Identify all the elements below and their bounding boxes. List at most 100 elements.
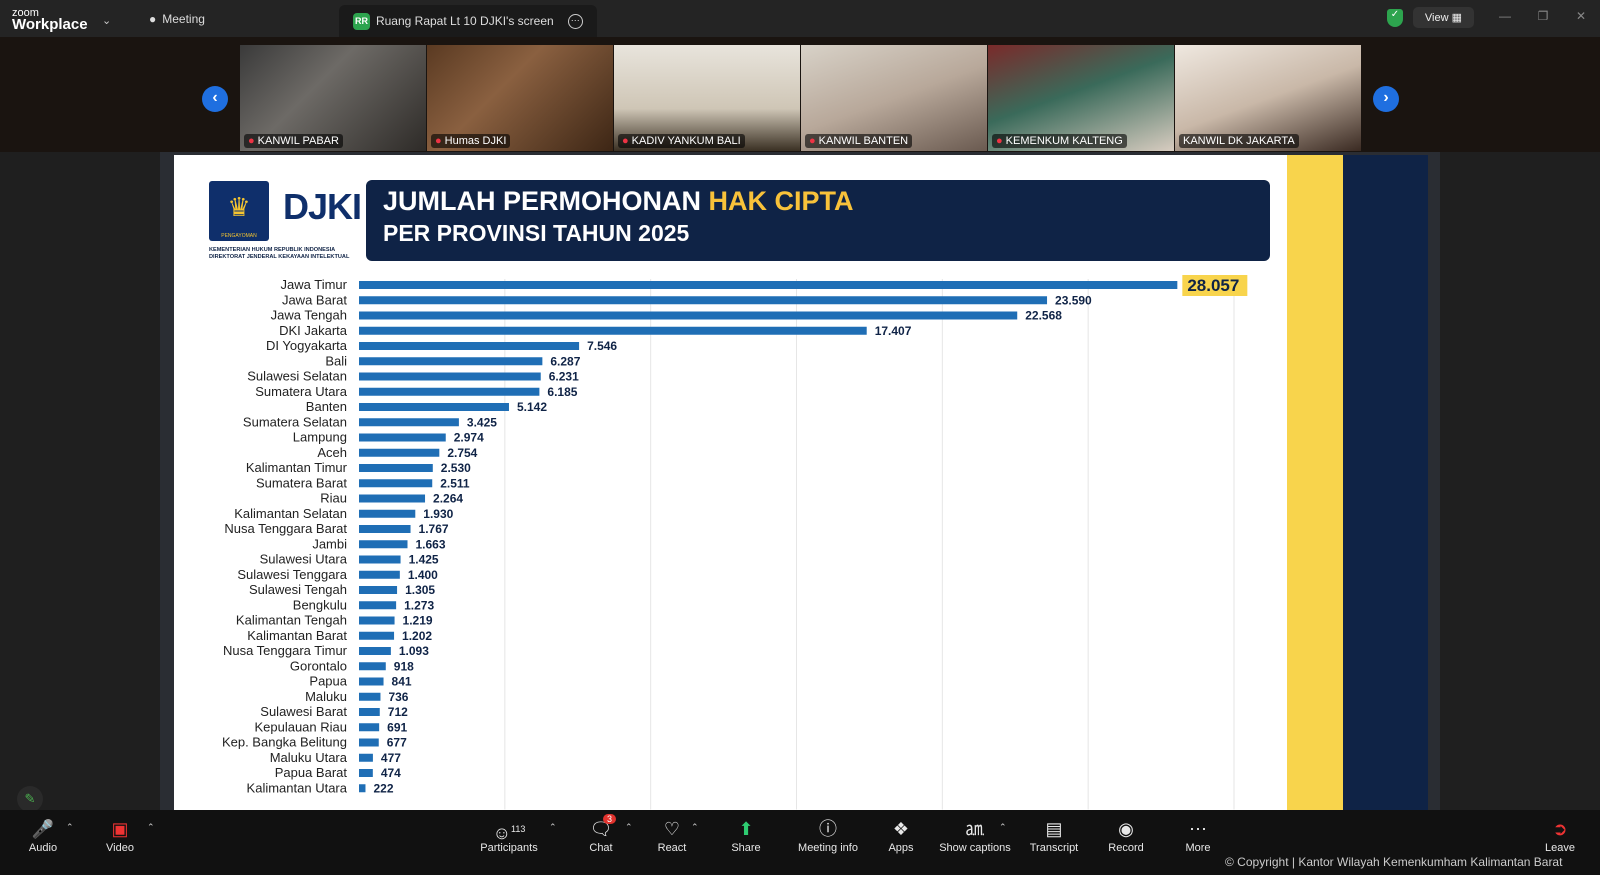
value-label: 6.185: [547, 385, 577, 399]
mic-muted-icon: 🎤: [31, 819, 55, 839]
slide-title-box: [366, 180, 1270, 261]
video-options-caret[interactable]: ⌃: [147, 822, 155, 832]
more-button[interactable]: ⋯ More: [1163, 810, 1233, 875]
react-button[interactable]: ♡ React: [637, 810, 707, 875]
participants-options-caret[interactable]: ⌃: [549, 822, 557, 832]
category-label: Jambi: [312, 536, 347, 551]
bar: [359, 586, 398, 594]
shield-icon[interactable]: ✓: [1386, 8, 1403, 27]
minimize-icon[interactable]: —: [1499, 9, 1511, 23]
view-button[interactable]: View ▦: [1412, 7, 1474, 28]
tab-shared-screen[interactable]: RR Ruang Rapat Lt 10 DJKI's screen ⋯: [338, 5, 597, 37]
mic-muted-icon: ●: [622, 135, 629, 147]
value-label: 3.425: [467, 415, 497, 429]
category-label: Jawa Barat: [282, 292, 347, 307]
participant-tile[interactable]: ● KADIV YANKUM BALI: [614, 45, 800, 151]
leave-button[interactable]: ➲ Leave: [1525, 810, 1595, 875]
chat-button[interactable]: 🗨 Chat: [566, 810, 636, 875]
captions-options-caret[interactable]: ⌃: [999, 822, 1007, 832]
transcript-button[interactable]: ▤ Transcript: [1019, 810, 1089, 875]
category-label: Nusa Tenggara Timur: [223, 643, 348, 658]
meeting-info-button[interactable]: ⓘ Meeting info: [793, 810, 863, 875]
captions-button[interactable]: ㏂ Show captions: [939, 819, 1011, 854]
value-label: 5.142: [517, 400, 547, 414]
category-label: Aceh: [317, 445, 347, 460]
value-label: 222: [373, 781, 393, 795]
mic-muted-icon: ●: [248, 135, 255, 147]
gallery-prev-button[interactable]: ‹: [202, 86, 228, 112]
bar: [359, 448, 440, 457]
value-label: 2.974: [454, 431, 484, 445]
share-icon: ⬆: [738, 819, 754, 839]
participant-tile[interactable]: ● KANWIL BANTEN: [801, 45, 987, 151]
participants-button[interactable]: ☺113 Participants: [474, 810, 544, 875]
participant-tile[interactable]: ● Humas DJKI: [427, 45, 613, 151]
info-icon: ⓘ: [819, 819, 837, 839]
djki-logo: DJKI: [283, 186, 362, 227]
brand-large: Workplace: [12, 15, 88, 33]
category-label: Riau: [320, 491, 347, 506]
participants-count: 113: [511, 824, 526, 834]
category-label: Maluku Utara: [270, 750, 348, 765]
org-name: KEMENTERIAN HUKUM REPUBLIK INDONESIA DIR…: [209, 247, 350, 260]
value-highlight: [1182, 275, 1248, 296]
category-label: Sulawesi Tengah: [249, 582, 347, 597]
value-label: 23.590: [1055, 293, 1092, 307]
heart-icon: ♡: [663, 819, 681, 839]
bar: [359, 601, 397, 610]
value-label: 712: [388, 705, 408, 719]
category-label: Sumatera Utara: [255, 384, 348, 399]
category-label: Sumatera Barat: [256, 475, 347, 490]
leave-icon: ➲: [1552, 819, 1568, 839]
paw-icon: ●: [149, 11, 157, 26]
audio-options-caret[interactable]: ⌃: [66, 822, 74, 832]
bar: [359, 326, 867, 335]
maximize-icon[interactable]: ❐: [1537, 9, 1549, 23]
participants-icon: ☺113: [492, 823, 526, 843]
record-button[interactable]: ◉ Record: [1091, 810, 1161, 875]
chevron-down-icon[interactable]: ⌄: [102, 14, 112, 27]
bar-chart: Jawa Timur 28.057 Jawa Barat 23.590 Jawa Ten…: [222, 275, 1253, 825]
bar: [359, 631, 395, 640]
apps-icon: ❖: [892, 819, 910, 839]
video-button[interactable]: ▣ Video: [85, 810, 155, 875]
bar: [359, 616, 395, 625]
annotate-pencil-icon[interactable]: ✎: [17, 786, 43, 812]
react-options-caret[interactable]: ⌃: [691, 822, 699, 832]
audio-button[interactable]: 🎤 Audio: [8, 810, 78, 875]
value-label: 1.767: [419, 522, 449, 536]
category-label: Kalimantan Timur: [246, 460, 348, 475]
category-label: Lampung: [293, 430, 347, 445]
participant-name: ● KANWIL BANTEN: [805, 134, 913, 148]
value-label: 477: [381, 751, 401, 765]
bar: [359, 708, 380, 716]
category-label: Kepulauan Riau: [254, 719, 347, 734]
cc-icon: ㏂: [966, 819, 984, 839]
value-label: 17.407: [875, 324, 912, 338]
bar: [359, 403, 509, 411]
tab-meeting[interactable]: ● Meeting: [135, 0, 219, 37]
mic-muted-icon: ●: [809, 135, 816, 147]
participant-tile[interactable]: ● KANWIL PABAR: [240, 45, 426, 151]
bar: [359, 753, 373, 762]
bar: [359, 692, 381, 701]
category-label: Maluku: [305, 689, 347, 704]
share-button[interactable]: ⬆ Share: [711, 810, 781, 875]
app-logo[interactable]: zoom Workplace ⌄: [0, 7, 111, 33]
close-icon[interactable]: ✕: [1575, 9, 1587, 23]
record-icon: ◉: [1118, 819, 1134, 839]
category-label: Papua: [309, 674, 347, 689]
participant-tile[interactable]: KANWIL DK JAKARTA: [1175, 45, 1361, 151]
bar: [359, 464, 433, 472]
apps-button[interactable]: ❖ Apps: [866, 810, 936, 875]
value-label: 2.511: [440, 476, 470, 490]
value-label: 677: [387, 736, 407, 750]
more-options-icon[interactable]: ⋯: [567, 13, 583, 29]
participant-tile[interactable]: ● KEMENKUM KALTENG: [988, 45, 1174, 151]
slide-subtitle: PER PROVINSI TAHUN 2025: [383, 220, 690, 246]
category-label: Jawa Timur: [281, 277, 348, 292]
gallery-next-button[interactable]: ›: [1373, 86, 1399, 112]
bar: [359, 296, 1048, 305]
chat-options-caret[interactable]: ⌃: [625, 822, 633, 832]
emblem-logo: ♛ PENGAYOMAN: [209, 181, 269, 241]
